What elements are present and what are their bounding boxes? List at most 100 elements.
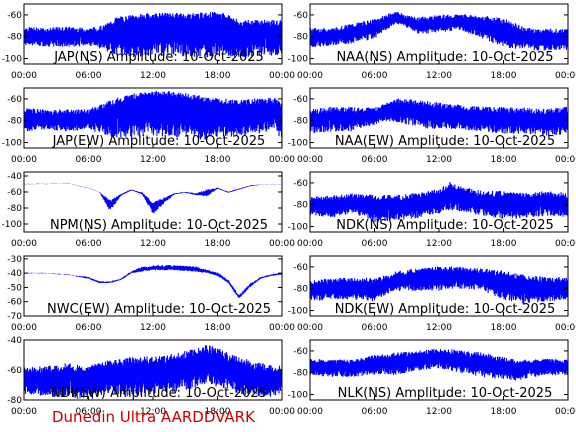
- chart-title: NLK(NS) Amplitude: 10-Oct-2025: [338, 386, 553, 401]
- x-tick-label: 12:00: [140, 71, 166, 81]
- x-tick-label: 00:00: [11, 239, 37, 249]
- x-tick-label: 18:00: [205, 239, 231, 249]
- y-tick-label: -30: [7, 255, 22, 265]
- x-tick-label: 00:00: [555, 239, 576, 249]
- x-tick-label: 18:00: [491, 239, 517, 249]
- x-tick-label: 18:00: [205, 71, 231, 81]
- y-tick-label: -60: [293, 347, 308, 357]
- x-tick-label: 12:00: [140, 155, 166, 165]
- x-tick-label: 06:00: [362, 155, 388, 165]
- x-tick-label: 12:00: [426, 407, 452, 417]
- y-tick-label: -60: [7, 366, 22, 376]
- series-trace-1: [24, 183, 282, 214]
- y-tick-label: -60: [293, 179, 308, 189]
- x-tick-label: 12:00: [140, 407, 166, 417]
- x-tick-label: 12:00: [426, 155, 452, 165]
- x-tick-label: 12:00: [426, 239, 452, 249]
- x-tick-label: 06:00: [76, 71, 102, 81]
- x-tick-label: 00:00: [555, 407, 576, 417]
- y-tick-label: -80: [7, 396, 22, 406]
- chart-panel-6: -60-80-10000:0006:0012:0018:0000:00NDK(N…: [288, 171, 576, 249]
- chart-title: JAP(EW) Amplitude: 10-Oct-2025: [52, 134, 266, 149]
- x-tick-label: 00:00: [269, 323, 295, 333]
- y-tick-label: -100: [2, 139, 23, 149]
- x-tick-label: 00:00: [555, 323, 576, 333]
- chart-title: NAA(EW) Amplitude: 10-Oct-2025: [335, 134, 555, 149]
- y-tick-label: -100: [288, 55, 309, 65]
- x-tick-label: 06:00: [362, 71, 388, 81]
- chart-panel-2: -60-80-10000:0006:0012:0018:0000:00NAA(N…: [288, 3, 576, 81]
- chart-title: NDK(NS) Amplitude: 10-Oct-2025: [336, 218, 554, 233]
- x-tick-label: 00:00: [11, 71, 37, 81]
- x-tick-label: 00:00: [297, 407, 323, 417]
- series-trace-1: [310, 349, 568, 381]
- y-tick-label: -60: [7, 95, 22, 105]
- y-tick-label: -80: [293, 201, 308, 211]
- x-tick-label: 00:00: [297, 155, 323, 165]
- x-tick-label: 12:00: [140, 239, 166, 249]
- y-tick-label: -100: [2, 55, 23, 65]
- chart-title: JAP(NS) Amplitude: 10-Oct-2025: [53, 50, 264, 65]
- x-tick-label: 00:00: [11, 323, 37, 333]
- y-tick-label: -100: [288, 307, 309, 317]
- y-tick-label: -100: [288, 391, 309, 401]
- x-tick-label: 18:00: [491, 155, 517, 165]
- series-trace-1: [310, 266, 568, 304]
- x-tick-label: 00:00: [11, 407, 37, 417]
- y-tick-label: -60: [293, 263, 308, 273]
- series-trace-1: [24, 345, 282, 400]
- series-trace-1: [310, 11, 568, 51]
- x-tick-label: 00:00: [269, 155, 295, 165]
- x-tick-label: 00:00: [297, 71, 323, 81]
- chart-panel-10: -60-80-10000:0006:0012:0018:0000:00NLK(N…: [288, 339, 576, 417]
- y-tick-label: -80: [293, 369, 308, 379]
- chart-title: NDK(EW) Amplitude: 10-Oct-2025: [335, 302, 556, 317]
- x-tick-label: 00:00: [297, 323, 323, 333]
- chart-title: NDI(EW) Amplitude: 10-Oct-2025: [51, 386, 267, 401]
- x-tick-label: 00:00: [269, 239, 295, 249]
- series-trace-1: [310, 98, 568, 136]
- chart-panel-4: -60-80-10000:0006:0012:0018:0000:00NAA(E…: [288, 87, 576, 165]
- x-tick-label: 18:00: [491, 407, 517, 417]
- x-tick-label: 00:00: [555, 71, 576, 81]
- chart-title: NAA(NS) Amplitude: 10-Oct-2025: [336, 50, 553, 65]
- x-tick-label: 06:00: [362, 407, 388, 417]
- y-tick-label: -60: [7, 298, 22, 308]
- series-trace-1: [24, 11, 282, 58]
- chart-title: NPM(NS) Amplitude: 10-Oct-2025: [50, 218, 268, 233]
- y-tick-label: -40: [7, 269, 22, 279]
- x-tick-label: 18:00: [205, 323, 231, 333]
- x-tick-label: 18:00: [205, 155, 231, 165]
- x-tick-label: 06:00: [76, 239, 102, 249]
- x-tick-label: 00:00: [297, 239, 323, 249]
- y-tick-label: -80: [293, 117, 308, 127]
- x-tick-label: 18:00: [491, 71, 517, 81]
- x-tick-label: 06:00: [76, 155, 102, 165]
- x-tick-label: 06:00: [362, 239, 388, 249]
- y-tick-label: -100: [288, 223, 309, 233]
- y-tick-label: -80: [293, 33, 308, 43]
- x-tick-label: 06:00: [362, 323, 388, 333]
- y-tick-label: -60: [293, 95, 308, 105]
- x-tick-label: 00:00: [269, 407, 295, 417]
- x-tick-label: 18:00: [205, 407, 231, 417]
- x-tick-label: 00:00: [555, 155, 576, 165]
- x-tick-label: 06:00: [76, 323, 102, 333]
- x-tick-label: 12:00: [140, 323, 166, 333]
- series-trace-1: [24, 91, 282, 146]
- x-tick-label: 06:00: [76, 407, 102, 417]
- y-tick-label: -60: [293, 11, 308, 21]
- y-tick-label: -50: [7, 283, 22, 293]
- y-tick-label: -80: [7, 117, 22, 127]
- y-tick-label: -70: [7, 312, 22, 322]
- y-tick-label: -80: [7, 33, 22, 43]
- series-trace-1: [310, 182, 568, 222]
- y-tick-label: -60: [7, 188, 22, 198]
- y-tick-label: -80: [293, 285, 308, 295]
- station-label: Dunedin Ultra AARDDVARK: [52, 408, 255, 426]
- y-tick-label: -100: [288, 139, 309, 149]
